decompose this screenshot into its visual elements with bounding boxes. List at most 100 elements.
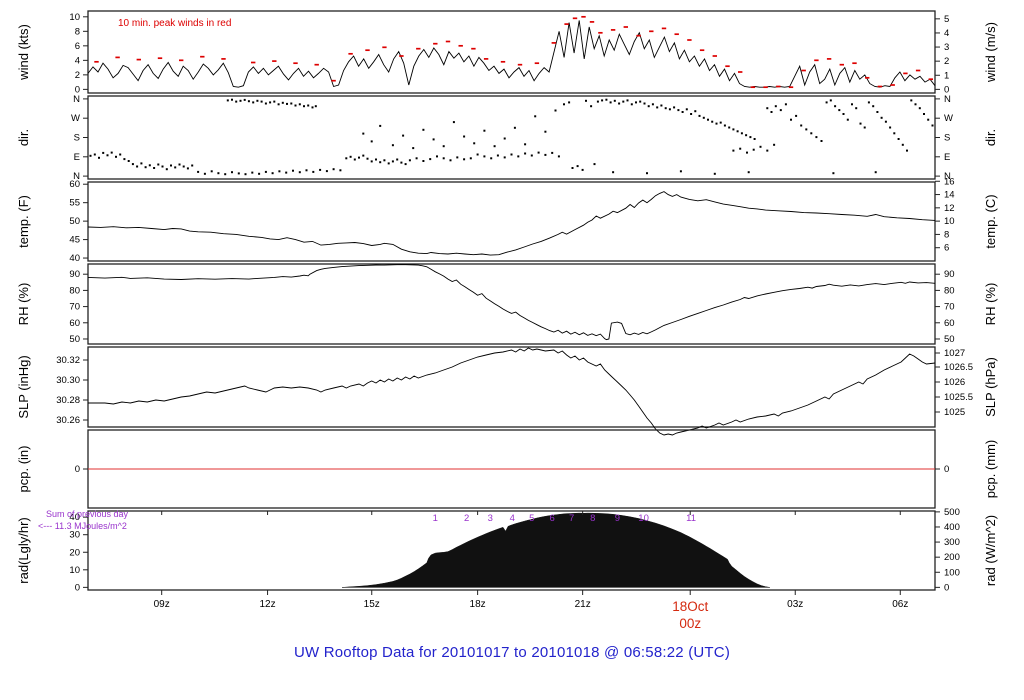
dir-point (593, 163, 596, 166)
dir-point (784, 103, 787, 106)
dir-point (668, 108, 671, 111)
dir-point (914, 103, 917, 106)
dir-point (715, 122, 718, 125)
y-tick-label: 40 (69, 253, 80, 264)
dir-point (161, 165, 164, 168)
y-tick-label: 4 (75, 55, 80, 66)
dir-point (805, 128, 808, 131)
dir-point (646, 172, 648, 175)
y-tick-label: S (74, 133, 80, 144)
dir-point (271, 172, 274, 175)
peak-winds-note: 10 min. peak winds in red (118, 18, 231, 29)
dir-point (119, 153, 122, 156)
dir-point (89, 154, 92, 157)
dir-point (379, 161, 382, 164)
dir-point (698, 114, 701, 117)
dir-point (931, 124, 934, 127)
dir-point (736, 130, 739, 133)
dir-point (140, 162, 143, 165)
dir-point (605, 98, 608, 101)
dir-point (463, 158, 466, 161)
y-tick-label: 10 (944, 216, 955, 227)
dir-point (490, 157, 493, 160)
dir-point (711, 120, 714, 123)
dir-point (901, 143, 904, 146)
y-tick-label: 10 (69, 12, 80, 23)
dir-point (442, 157, 445, 160)
dir-point (893, 132, 896, 135)
dir-point (153, 167, 156, 169)
dir-point (226, 99, 229, 102)
dir-point (723, 124, 726, 127)
y-tick-label: E (74, 152, 80, 163)
dir-point (927, 118, 930, 121)
dir-point (148, 164, 151, 167)
rad-series (342, 512, 770, 588)
dir-point (746, 151, 748, 154)
y-tick-label: 45 (69, 235, 80, 246)
dir-point (779, 109, 782, 112)
dir-point (186, 167, 189, 170)
dir-point (568, 101, 571, 104)
dir-point (656, 106, 659, 109)
dir-point (224, 173, 227, 176)
y-tick-label: S (944, 133, 950, 144)
dir-point (618, 102, 621, 105)
dir-point (332, 168, 335, 171)
dir-point (396, 158, 399, 161)
panel-slp-frame (87, 346, 936, 428)
panel-rad-frame (87, 510, 936, 591)
dir-point (286, 102, 288, 105)
dir-point (713, 172, 716, 175)
dir-point (728, 126, 731, 129)
dir-point (537, 151, 540, 154)
dir-point (923, 113, 925, 115)
dir-point (576, 165, 579, 168)
temp-series (87, 191, 936, 256)
dir-point (483, 155, 486, 158)
wind-series (87, 20, 936, 88)
y-tick-label: N (73, 171, 80, 182)
dir-point (305, 169, 308, 172)
dir-point (252, 101, 255, 104)
dir-point (362, 154, 365, 157)
y-tick-label: 0 (75, 464, 80, 475)
y-tick-label: 50 (69, 216, 80, 227)
dir-point (298, 171, 301, 174)
y-tick-label: E (944, 152, 950, 163)
y-tick-label: 16 (944, 176, 955, 187)
panel-wind-frame (87, 10, 936, 94)
dir-point (677, 109, 680, 112)
dir-point (312, 170, 315, 173)
dir-point (503, 156, 506, 159)
y-tick-label: N (944, 94, 951, 105)
ylabel-left-slp: SLP (inHg) (16, 355, 31, 418)
y-tick-label: 1027 (944, 348, 965, 359)
y-tick-label: 80 (69, 285, 80, 296)
dir-point (278, 170, 281, 173)
dir-point (277, 103, 280, 106)
dir-point (825, 101, 828, 104)
dir-point (217, 172, 220, 175)
dir-point (496, 154, 499, 157)
panel-slp: 30.26 30.28 30.30 30.32 1025 1025.5 1026 1026.5… (16, 346, 998, 436)
dir-point (740, 132, 743, 135)
dir-point (379, 124, 382, 127)
dir-point (473, 142, 476, 145)
dir-point (362, 132, 365, 135)
dir-point (391, 144, 394, 147)
dir-point (319, 168, 322, 171)
y-tick-label: 55 (69, 198, 80, 209)
ylabel-left-rad: rad(Lgly/hr) (16, 517, 31, 583)
y-tick-label: 100 (944, 567, 960, 578)
dir-point (429, 158, 432, 161)
dir-point (557, 155, 560, 158)
radiation-sum-hour-mark: 1 (433, 513, 438, 524)
dir-point (766, 107, 769, 110)
dir-point (235, 100, 238, 103)
y-tick-label: 60 (69, 179, 80, 190)
dir-point (739, 147, 742, 150)
